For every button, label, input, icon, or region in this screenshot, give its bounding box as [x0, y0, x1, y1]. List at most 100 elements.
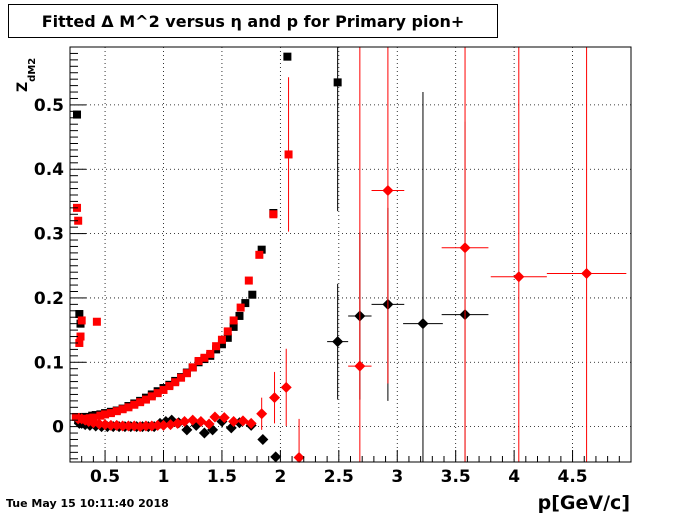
- y-axis-label-group: ZdM2: [15, 58, 38, 92]
- diamond-marker: [293, 451, 305, 463]
- square-marker: [244, 276, 253, 285]
- diamond-marker: [257, 433, 269, 445]
- diamond-marker: [228, 415, 240, 427]
- y-tick-label: 0.2: [34, 289, 64, 309]
- x-axis-label: p[GeV/c]: [538, 492, 630, 514]
- diamond-marker: [256, 408, 268, 420]
- square-marker: [147, 392, 156, 401]
- diamond-marker: [245, 417, 257, 429]
- square-marker: [217, 340, 226, 349]
- data-series: [73, 47, 342, 425]
- diamond-marker: [209, 411, 221, 423]
- square-marker: [283, 52, 292, 61]
- y-tick-label: 0.5: [34, 96, 64, 116]
- square-marker: [229, 322, 238, 331]
- data-layer: [71, 47, 627, 463]
- y-axis-label-sub: dM2: [27, 58, 38, 82]
- square-marker: [171, 378, 180, 387]
- diamond-marker: [181, 424, 193, 436]
- y-tick-label: 0.3: [34, 225, 64, 245]
- x-tick-label: 1.5: [207, 467, 237, 487]
- square-marker: [200, 353, 209, 362]
- diamond-marker: [117, 420, 129, 432]
- square-marker: [77, 316, 86, 325]
- diamond-marker: [218, 412, 230, 424]
- square-marker: [159, 385, 168, 394]
- tick-layer: 0.5 1 1.5 2 2.5 3 3.5 4 4.5 0 0.1 0.2 0.3 0.4 0.5: [34, 52, 620, 487]
- diamond-marker: [187, 414, 199, 426]
- diamond-marker: [195, 415, 207, 427]
- diamond-marker: [332, 336, 344, 348]
- diamond-marker: [354, 360, 366, 372]
- square-marker: [182, 369, 191, 378]
- diamond-marker: [581, 267, 593, 279]
- x-tick-label: 4: [508, 467, 520, 487]
- diamond-marker: [270, 451, 282, 463]
- data-series: [72, 47, 627, 463]
- diamond-marker: [122, 420, 134, 432]
- diamond-marker: [158, 419, 169, 431]
- square-marker: [92, 317, 101, 326]
- diamond-marker: [417, 318, 429, 330]
- square-marker: [165, 382, 174, 391]
- square-marker: [257, 245, 266, 254]
- square-marker: [236, 303, 245, 312]
- square-marker: [229, 316, 238, 325]
- square-marker: [194, 356, 203, 365]
- diamond-marker: [382, 184, 394, 196]
- square-marker: [177, 373, 186, 382]
- square-marker: [255, 250, 264, 259]
- x-tick-label: 3: [391, 467, 403, 487]
- square-marker: [73, 110, 82, 119]
- diamond-marker: [105, 419, 117, 431]
- square-marker: [217, 335, 226, 344]
- diamond-marker: [140, 420, 152, 432]
- square-marker: [96, 411, 105, 420]
- x-tick-label: 0.5: [90, 467, 120, 487]
- square-marker: [75, 338, 84, 347]
- square-marker: [188, 363, 197, 372]
- square-marker: [101, 410, 110, 419]
- grid-layer: [70, 47, 631, 462]
- square-marker: [223, 327, 232, 336]
- x-tick-label: 4.5: [558, 467, 588, 487]
- diamond-marker: [179, 415, 191, 427]
- square-marker: [118, 405, 127, 414]
- y-tick-label: 0.4: [34, 160, 64, 180]
- square-marker: [74, 216, 83, 225]
- square-marker: [212, 342, 221, 351]
- square-marker: [248, 290, 257, 299]
- diamond-marker: [459, 242, 471, 254]
- square-marker: [130, 400, 139, 409]
- square-marker: [141, 395, 150, 404]
- title-box: Fitted Δ M^2 versus η and p for Primary …: [8, 4, 498, 38]
- square-marker: [269, 210, 278, 219]
- y-tick-label: 0.1: [34, 353, 64, 373]
- square-marker: [112, 407, 121, 416]
- square-marker: [153, 389, 162, 398]
- square-marker: [223, 333, 232, 342]
- timestamp: Tue May 15 10:11:40 2018: [6, 497, 169, 510]
- square-marker: [136, 398, 145, 407]
- square-marker: [206, 349, 215, 358]
- x-tick-label: 1: [158, 467, 170, 487]
- y-tick-label: 0: [52, 418, 64, 438]
- y-axis-label: ZdM2: [15, 58, 38, 92]
- square-marker: [235, 311, 244, 320]
- diamond-marker: [165, 419, 177, 431]
- diamond-marker: [513, 271, 525, 283]
- x-tick-label: 3.5: [441, 467, 471, 487]
- diamond-marker: [269, 392, 281, 404]
- diamond-marker: [280, 381, 292, 393]
- diamond-marker: [198, 427, 210, 439]
- square-marker: [284, 150, 293, 159]
- square-marker: [106, 409, 115, 418]
- x-tick-label: 2.5: [324, 467, 354, 487]
- diamond-marker: [203, 418, 215, 430]
- y-axis-label-main: Z: [15, 82, 31, 92]
- diamond-marker: [237, 415, 249, 427]
- diamond-marker: [152, 419, 164, 431]
- square-marker: [124, 403, 133, 412]
- square-marker: [76, 332, 85, 341]
